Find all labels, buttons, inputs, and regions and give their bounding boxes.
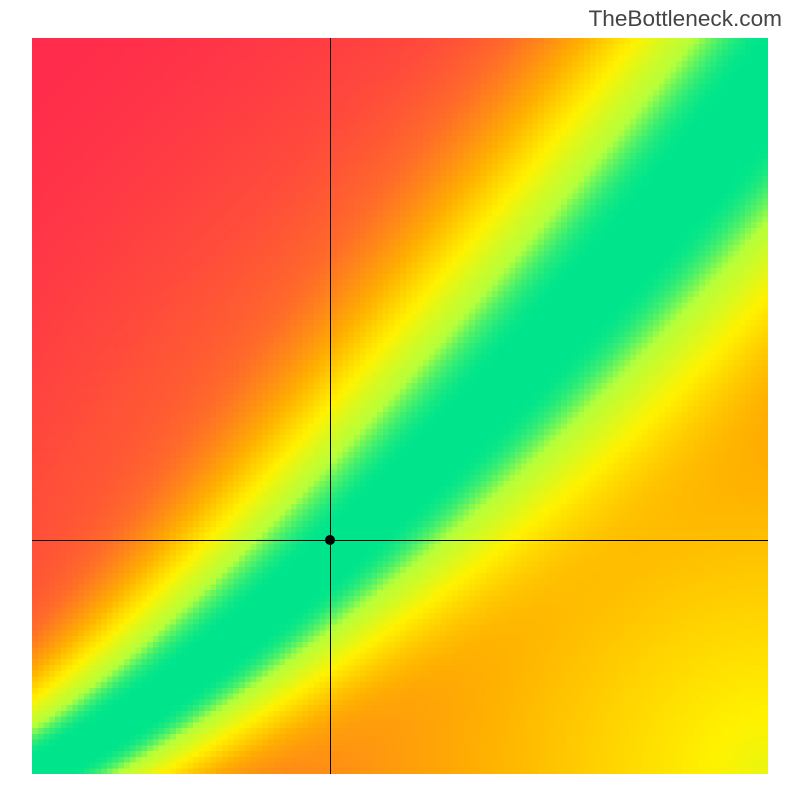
crosshair-marker (325, 535, 335, 545)
crosshair-horizontal-line (32, 540, 768, 541)
figure-container: TheBottleneck.com (0, 0, 800, 800)
bottleneck-heatmap (32, 38, 768, 774)
attribution-text: TheBottleneck.com (588, 6, 782, 32)
crosshair-vertical-line (330, 38, 331, 774)
plot-area (32, 38, 768, 774)
